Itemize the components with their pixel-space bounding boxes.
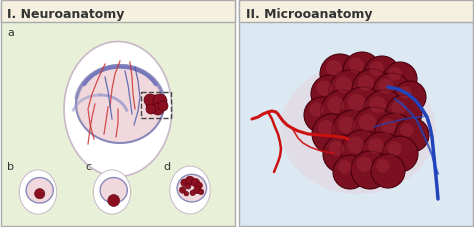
- Circle shape: [185, 184, 191, 189]
- Text: d: d: [163, 161, 170, 171]
- Circle shape: [343, 53, 381, 91]
- Circle shape: [373, 74, 411, 111]
- Ellipse shape: [100, 178, 128, 203]
- Circle shape: [338, 160, 352, 174]
- Text: c: c: [85, 161, 91, 171]
- Circle shape: [146, 96, 164, 114]
- Circle shape: [352, 70, 392, 109]
- Circle shape: [383, 63, 417, 96]
- Circle shape: [304, 98, 340, 133]
- Circle shape: [333, 155, 367, 189]
- Circle shape: [368, 138, 384, 154]
- Circle shape: [180, 187, 186, 193]
- Circle shape: [158, 101, 168, 111]
- Circle shape: [386, 96, 422, 131]
- Circle shape: [181, 179, 188, 187]
- Circle shape: [311, 76, 349, 114]
- Ellipse shape: [26, 178, 53, 203]
- Ellipse shape: [76, 66, 164, 143]
- Circle shape: [194, 187, 201, 194]
- Circle shape: [387, 142, 402, 156]
- Circle shape: [312, 114, 352, 154]
- Circle shape: [371, 154, 405, 188]
- Bar: [141, 93, 171, 118]
- Circle shape: [318, 121, 334, 136]
- Ellipse shape: [19, 170, 57, 214]
- Text: II. Microoanatomy: II. Microoanatomy: [246, 7, 373, 20]
- Circle shape: [320, 55, 360, 95]
- Circle shape: [358, 76, 374, 92]
- Circle shape: [364, 57, 400, 93]
- Circle shape: [382, 136, 418, 172]
- Circle shape: [146, 105, 156, 114]
- Text: I. Neuroanatomy: I. Neuroanatomy: [7, 7, 124, 20]
- Bar: [239, 1, 473, 226]
- Circle shape: [357, 157, 372, 172]
- Circle shape: [108, 195, 119, 207]
- Circle shape: [196, 182, 202, 189]
- Circle shape: [329, 71, 371, 113]
- Circle shape: [395, 118, 429, 152]
- Circle shape: [388, 68, 401, 81]
- Bar: [1, 1, 235, 226]
- Circle shape: [341, 131, 383, 172]
- Circle shape: [335, 77, 352, 94]
- Circle shape: [381, 119, 396, 134]
- Circle shape: [341, 88, 385, 131]
- Ellipse shape: [64, 42, 172, 177]
- Circle shape: [399, 86, 411, 99]
- Circle shape: [338, 117, 355, 133]
- Text: b: b: [7, 161, 14, 171]
- Circle shape: [191, 179, 200, 187]
- Circle shape: [400, 123, 414, 137]
- Text: a: a: [7, 28, 14, 38]
- Circle shape: [328, 141, 344, 156]
- Circle shape: [359, 114, 376, 132]
- Circle shape: [35, 189, 45, 199]
- Circle shape: [328, 97, 344, 114]
- Ellipse shape: [170, 166, 210, 214]
- Circle shape: [352, 108, 396, 151]
- Circle shape: [362, 132, 402, 172]
- Circle shape: [369, 62, 384, 76]
- Circle shape: [321, 91, 363, 132]
- Circle shape: [349, 58, 364, 74]
- Circle shape: [323, 135, 361, 173]
- Circle shape: [198, 189, 204, 195]
- Circle shape: [317, 81, 332, 96]
- Circle shape: [375, 114, 413, 151]
- Circle shape: [184, 192, 189, 196]
- Circle shape: [152, 104, 164, 116]
- Circle shape: [347, 137, 364, 153]
- Circle shape: [144, 95, 156, 106]
- Circle shape: [376, 159, 390, 173]
- Bar: [1, 1, 235, 23]
- Circle shape: [379, 79, 394, 94]
- Ellipse shape: [93, 170, 131, 214]
- Ellipse shape: [177, 175, 207, 202]
- Circle shape: [369, 97, 386, 114]
- Circle shape: [363, 91, 405, 132]
- Circle shape: [332, 111, 374, 152]
- Circle shape: [185, 176, 195, 186]
- Bar: [239, 1, 473, 23]
- Circle shape: [351, 151, 389, 189]
- Circle shape: [347, 94, 365, 112]
- Circle shape: [190, 190, 195, 196]
- Ellipse shape: [281, 65, 436, 194]
- Circle shape: [153, 95, 167, 109]
- Circle shape: [392, 101, 406, 115]
- Circle shape: [326, 61, 342, 77]
- Circle shape: [310, 103, 324, 117]
- Circle shape: [394, 82, 426, 114]
